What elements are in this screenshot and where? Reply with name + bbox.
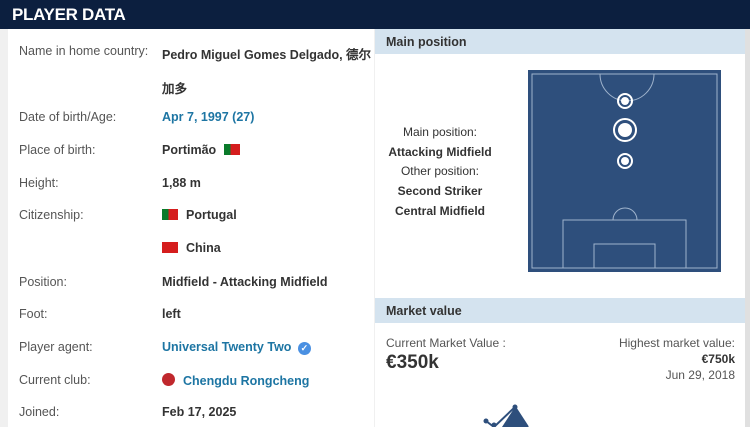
dob-label: Date of birth/Age:: [19, 110, 117, 124]
current-value: €350k: [386, 352, 439, 373]
position-value: Midfield - Attacking Midfield: [162, 275, 328, 289]
other-position-value: Second Striker: [397, 184, 483, 198]
citizenship-text: Portugal: [186, 208, 237, 222]
club-label: Current club:: [19, 373, 91, 387]
agent-text[interactable]: Universal Twenty Two: [162, 340, 292, 354]
main-position-value: Attacking Midfield: [388, 145, 492, 159]
dob-link[interactable]: Apr 7, 1997 (27): [162, 110, 255, 124]
agent-label: Player agent:: [19, 340, 93, 354]
club-crest-icon: [162, 373, 175, 386]
market-value-chart: [483, 404, 529, 427]
name-value-cont: 加多: [162, 82, 188, 96]
club-text[interactable]: Chengdu Rongcheng: [183, 374, 310, 388]
citizenship-text: China: [186, 241, 221, 255]
pitch-diagram: [528, 70, 721, 272]
pob-text: Portimão: [162, 143, 217, 157]
citizenship-portugal: Portugal: [162, 208, 237, 222]
player-data-panel: Name in home country: Pedro Miguel Gomes…: [8, 29, 374, 427]
name-label: Name in home country:: [19, 44, 149, 58]
name-value: Pedro Miguel Gomes Delgado, 德尔: [162, 48, 372, 62]
main-position-header: Main position: [375, 29, 745, 54]
citizenship-china: China: [162, 241, 221, 255]
joined-label: Joined:: [19, 405, 60, 419]
china-flag-icon: [162, 242, 178, 253]
highest-value-label: Highest market value:: [618, 336, 735, 350]
verified-icon: ✓: [297, 342, 311, 355]
other-position-marker: [617, 153, 633, 169]
foot-label: Foot:: [19, 307, 48, 321]
highest-value-date: Jun 29, 2018: [665, 368, 735, 382]
position-label: Position:: [19, 275, 67, 289]
other-position-value: Central Midfield: [394, 204, 485, 218]
portugal-flag-icon: [162, 209, 178, 220]
portugal-flag-icon: [223, 144, 240, 155]
club-link[interactable]: Chengdu Rongcheng: [162, 373, 309, 388]
other-position-marker: [617, 93, 633, 109]
current-value-label: Current Market Value :: [386, 336, 506, 350]
pob-label: Place of birth:: [19, 143, 96, 157]
main-position-marker: [613, 118, 637, 142]
foot-value: left: [162, 307, 181, 321]
section-title: PLAYER DATA: [12, 5, 126, 24]
agent-link[interactable]: Universal Twenty Two ✓: [162, 340, 311, 355]
market-value-header: Market value: [375, 298, 745, 323]
highest-value: €750k: [701, 352, 735, 366]
other-position-label: Other position:: [400, 164, 480, 178]
pob-value: Portimão: [162, 143, 248, 157]
height-label: Height:: [19, 176, 59, 190]
player-data-header: PLAYER DATA: [0, 0, 750, 29]
height-value: 1,88 m: [162, 176, 201, 190]
scrollbar[interactable]: [745, 29, 750, 427]
main-position-label: Main position:: [402, 125, 478, 139]
side-panel: Main position Main position: Attacking M…: [375, 29, 745, 427]
citizenship-label: Citizenship:: [19, 208, 84, 222]
joined-value: Feb 17, 2025: [162, 405, 237, 419]
